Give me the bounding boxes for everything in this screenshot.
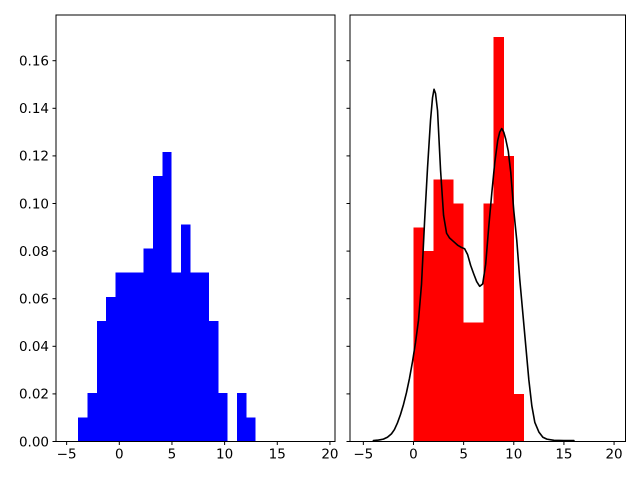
histogram-bar: [433, 179, 444, 442]
x-tick-label: −5: [353, 447, 373, 463]
histogram-bar: [190, 272, 200, 442]
histogram-bar: [236, 393, 247, 442]
histogram-bar: [124, 272, 135, 442]
histogram-bar: [199, 272, 209, 442]
x-tick-label: 15: [269, 447, 286, 463]
histogram-bar: [443, 179, 454, 442]
y-tick-label: 0.16: [19, 54, 49, 70]
x-tick-label: 0: [409, 447, 418, 463]
x-tick-label: 5: [168, 447, 177, 463]
histogram-bar: [453, 203, 464, 442]
axes-frame: [55, 14, 336, 442]
histogram-bar: [208, 320, 219, 442]
histogram-bar: [423, 251, 434, 442]
x-tick-label: 5: [459, 447, 468, 463]
axes-frame: [349, 14, 626, 442]
histogram-bar: [171, 272, 181, 442]
y-tick-label: 0.12: [19, 149, 49, 165]
histogram-bar: [152, 176, 163, 442]
histogram-bar: [96, 320, 107, 442]
x-tick-label: 10: [505, 447, 522, 463]
x-tick-label: 0: [115, 447, 124, 463]
x-tick-label: 20: [321, 447, 338, 463]
histogram-bar: [513, 393, 524, 442]
x-tick-label: 20: [605, 447, 622, 463]
histogram-bar: [162, 152, 172, 442]
histogram-bar: [473, 322, 484, 442]
y-tick-label: 0.04: [19, 339, 49, 355]
histogram-bar: [493, 36, 504, 442]
histogram-bar: [463, 322, 474, 442]
histogram-bar: [134, 272, 144, 442]
histogram-bar: [246, 417, 256, 442]
y-tick-label: 0.00: [19, 434, 49, 450]
y-tick-label: 0.08: [19, 244, 49, 260]
histogram-bar: [106, 296, 116, 442]
x-tick-label: 10: [216, 447, 233, 463]
histogram-bar: [503, 155, 514, 442]
histogram-bar: [180, 224, 191, 442]
histogram-bar: [115, 272, 125, 442]
histogram-bar: [483, 203, 494, 442]
y-tick-label: 0.10: [19, 196, 49, 212]
histogram-bar: [413, 227, 424, 442]
x-tick-label: −5: [57, 447, 77, 463]
histogram-bar: [78, 417, 88, 442]
kde-curve: [372, 88, 575, 442]
histogram-bar: [143, 248, 153, 442]
histogram-bar: [218, 393, 228, 442]
x-tick-label: 15: [555, 447, 572, 463]
y-tick-label: 0.02: [19, 387, 49, 403]
histogram-bar: [87, 393, 97, 442]
y-tick-label: 0.06: [19, 292, 49, 308]
y-tick-label: 0.14: [19, 101, 49, 117]
